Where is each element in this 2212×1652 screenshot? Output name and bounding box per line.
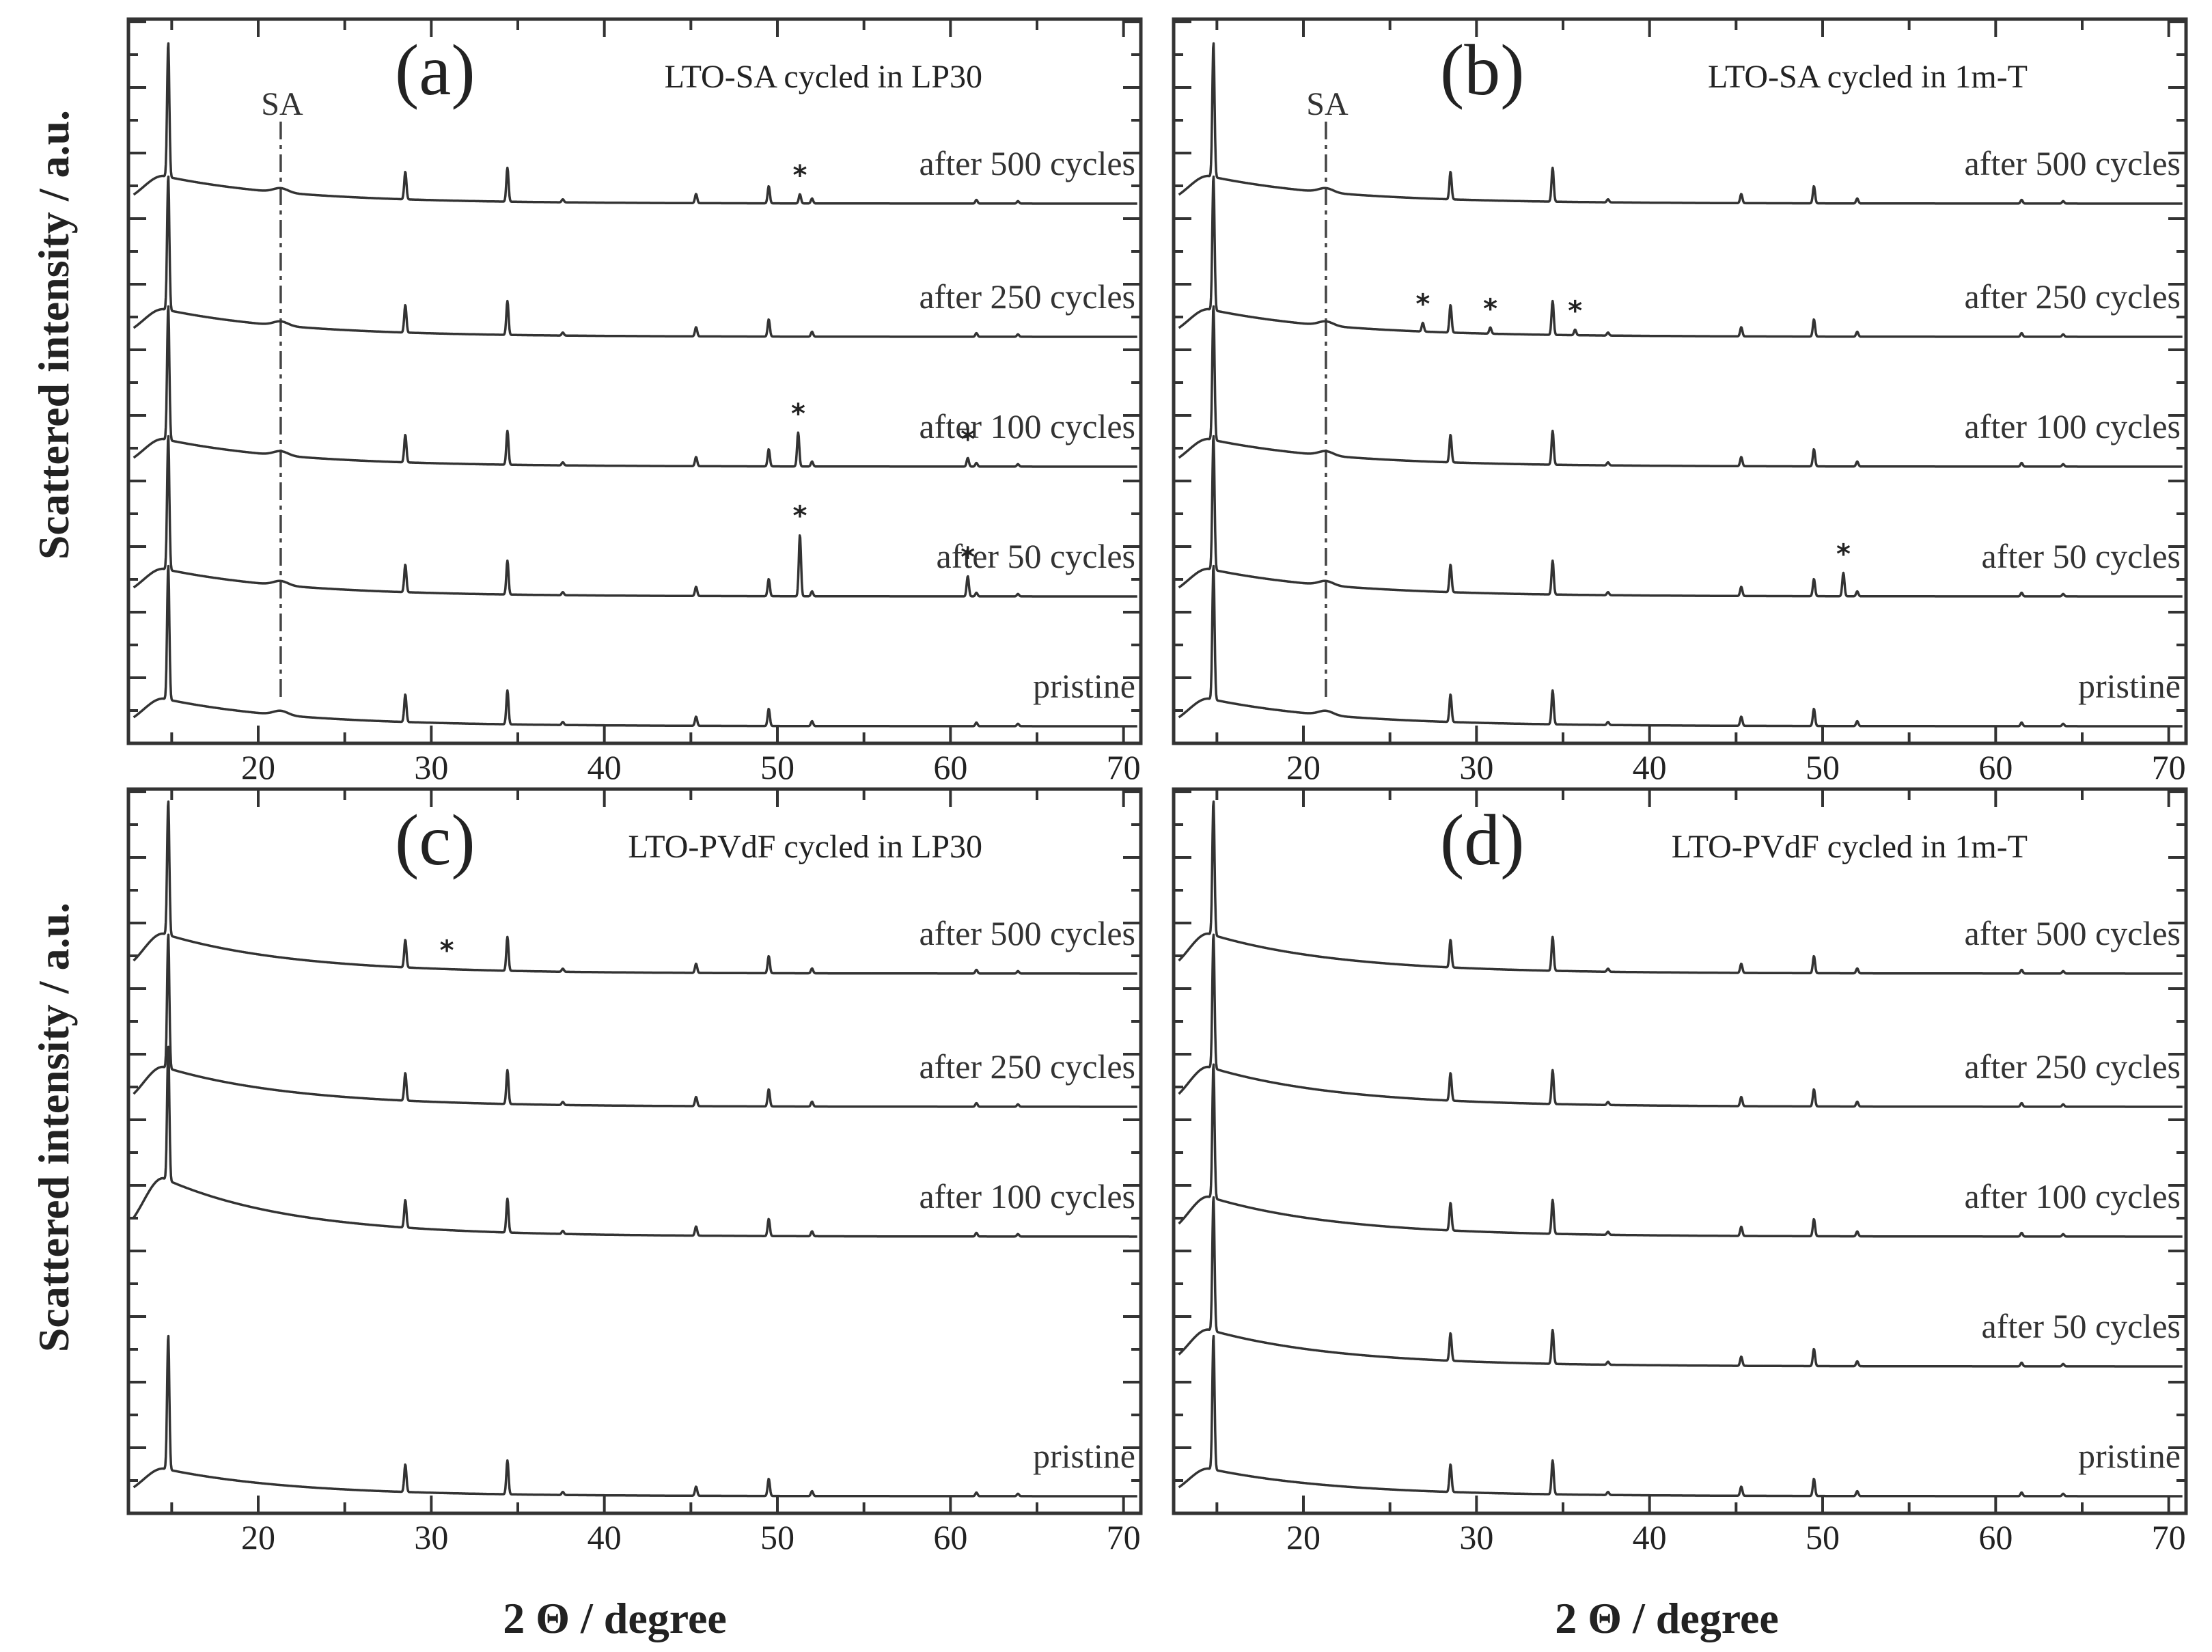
x-tick-label: 60 [1978, 748, 2013, 786]
panel-b: 20 30 40 50 60 70 (b) LTO-SA cycled in 1m-T SA af… [1172, 17, 2188, 786]
trace-line [1178, 800, 2183, 975]
trace-label: after 100 cycles [919, 407, 1135, 445]
panel-label: (b) [1440, 30, 1525, 110]
y-axis-label-bottom: Scattered intensity / a.u. [29, 903, 78, 1352]
panel-title: LTO-PVdF cycled in 1m-T [1672, 829, 2028, 865]
x-tick-label: 40 [587, 1518, 622, 1556]
x-tick-label: 30 [414, 1518, 448, 1556]
trace-line [133, 800, 1138, 975]
panel-c: 20 30 40 50 60 70 (c) LTO-PVdF cycled in LP30 af… [126, 787, 1143, 1556]
trace-line [133, 42, 1138, 205]
panel-title: LTO-PVdF cycled in LP30 [628, 829, 982, 865]
trace-line [1178, 1196, 2183, 1368]
panel-label: (d) [1440, 800, 1525, 880]
trace-line [133, 435, 1138, 598]
panel-label: (a) [395, 30, 475, 110]
sa-label: SA [261, 86, 303, 122]
trace-label: after 100 cycles [919, 1177, 1135, 1215]
trace-line [133, 1045, 1138, 1238]
impurity-star-marker: * [1483, 293, 1497, 325]
trace-label: after 50 cycles [1981, 537, 2181, 575]
trace-line [133, 175, 1138, 338]
x-tick-label: 70 [1107, 1518, 1141, 1556]
trace-line [1178, 933, 2183, 1108]
impurity-star-marker: * [1836, 538, 1851, 570]
x-tick-label: 30 [1459, 748, 1493, 786]
impurity-star-marker: * [1415, 289, 1430, 320]
trace-label: after 500 cycles [919, 914, 1135, 952]
trace-label: after 50 cycles [936, 537, 1135, 575]
x-tick-label: 50 [1806, 1518, 1840, 1556]
x-tick-label: 60 [933, 748, 967, 786]
panel-title: LTO-SA cycled in 1m-T [1708, 59, 2028, 95]
trace-label: after 500 cycles [1964, 144, 2181, 182]
trace-line [1178, 564, 2183, 728]
x-axis-label-right: 2 Θ / degree [1555, 1594, 1779, 1642]
impurity-star-marker: * [440, 935, 454, 966]
trace-label: after 100 cycles [1964, 407, 2181, 445]
trace-line [1178, 1334, 2183, 1498]
x-tick-label: 50 [1806, 748, 1840, 786]
trace-label: after 250 cycles [1964, 277, 2181, 316]
x-tick-label: 20 [1286, 748, 1321, 786]
impurity-star-marker: * [792, 501, 807, 532]
plot-frame [1172, 787, 2188, 1515]
trace-label: pristine [1033, 667, 1135, 705]
trace-line [133, 933, 1138, 1108]
x-tick-label: 20 [241, 748, 275, 786]
panel-d: 20 30 40 50 60 70 (d) LTO-PVdF cycled in 1m-T af… [1172, 787, 2188, 1556]
trace-line [1178, 1063, 2183, 1238]
panel-a: 20 30 40 50 60 70 (a) LTO-SA cycled in LP30 SA af… [126, 17, 1143, 786]
trace-label: after 50 cycles [1981, 1307, 2181, 1345]
x-tick-label: 50 [760, 1518, 794, 1556]
trace-line [133, 1334, 1138, 1498]
panel-label: (c) [395, 800, 475, 880]
y-axis-label-top: Scattered intensity / a.u. [29, 110, 78, 560]
x-tick-label: 40 [1633, 748, 1667, 786]
trace-line [1178, 435, 2183, 598]
impurity-star-marker: * [792, 160, 807, 191]
x-tick-label: 70 [2152, 1518, 2186, 1556]
x-tick-label: 60 [933, 1518, 967, 1556]
trace-line [1178, 42, 2183, 205]
trace-label: pristine [2078, 667, 2181, 705]
trace-label: after 500 cycles [919, 144, 1135, 182]
x-tick-label: 40 [1633, 1518, 1667, 1556]
x-tick-label: 30 [414, 748, 448, 786]
trace-label: pristine [1033, 1437, 1135, 1475]
trace-label: after 250 cycles [919, 1047, 1135, 1086]
trace-label: after 250 cycles [1964, 1047, 2181, 1086]
x-tick-label: 70 [1107, 748, 1141, 786]
trace-label: after 500 cycles [1964, 914, 2181, 952]
trace-line [133, 564, 1138, 728]
impurity-star-marker: * [791, 398, 805, 430]
impurity-star-marker: * [1568, 296, 1582, 327]
impurity-star-marker: * [960, 542, 975, 573]
x-tick-label: 50 [760, 748, 794, 786]
x-tick-label: 20 [241, 1518, 275, 1556]
x-tick-label: 70 [2152, 748, 2186, 786]
trace-label: after 250 cycles [919, 277, 1135, 316]
trace-line [1178, 175, 2183, 338]
trace-label: after 100 cycles [1964, 1177, 2181, 1215]
sa-label: SA [1306, 86, 1349, 122]
x-axis-label-left: 2 Θ / degree [503, 1594, 727, 1642]
trace-label: pristine [2078, 1437, 2181, 1475]
x-tick-label: 20 [1286, 1518, 1321, 1556]
x-tick-label: 30 [1459, 1518, 1493, 1556]
panel-title: LTO-SA cycled in LP30 [665, 59, 982, 95]
trace-line [133, 305, 1138, 468]
x-tick-label: 40 [587, 748, 622, 786]
trace-line [1178, 305, 2183, 468]
impurity-star-marker: * [960, 424, 975, 455]
plot-frame [126, 787, 1143, 1515]
x-tick-label: 60 [1978, 1518, 2013, 1556]
